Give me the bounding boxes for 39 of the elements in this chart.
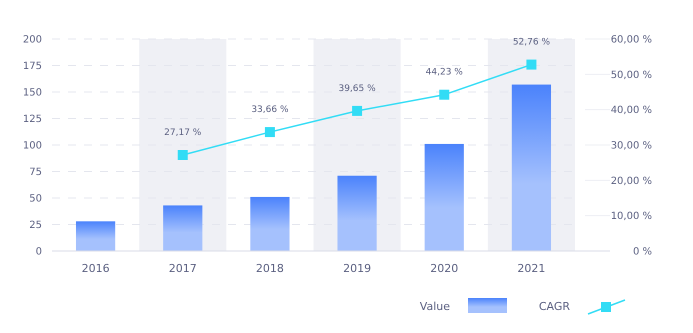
y-tick-label: 200 xyxy=(22,34,42,46)
x-tick-label: 2021 xyxy=(517,262,546,275)
data-label: 44,23 % xyxy=(426,68,464,78)
legend-label: Value xyxy=(420,300,450,313)
bar xyxy=(163,205,202,251)
point xyxy=(439,90,450,100)
data-label: 52,76 % xyxy=(512,38,550,48)
x-tick-label: 2016 xyxy=(82,262,110,275)
y-tick-label: 150 xyxy=(22,88,42,98)
y2-tick-label: 10,00 % xyxy=(610,211,652,222)
point xyxy=(526,60,536,70)
y2-tick-label: 30,00 % xyxy=(610,140,652,152)
y2-tick-label: 40,00 % xyxy=(610,105,652,116)
point xyxy=(264,127,275,138)
bar xyxy=(76,221,116,251)
y2-tick-label: 20,00 % xyxy=(610,176,652,187)
y-tick-label: 25 xyxy=(29,220,42,231)
point xyxy=(178,150,188,160)
bar xyxy=(337,176,377,251)
y-tick-label: 75 xyxy=(29,167,42,178)
x-tick-label: 2018 xyxy=(256,262,284,275)
legend-label: CAGR xyxy=(538,300,570,313)
y2-tick-label: 0 % xyxy=(632,246,652,258)
data-label: 39,65 % xyxy=(338,84,376,94)
data-label: 27,17 % xyxy=(164,128,202,138)
point xyxy=(352,106,362,116)
x-tick-label: 2020 xyxy=(430,262,458,275)
data-label: 33,66 % xyxy=(251,105,289,116)
y2-tick-label: 50,00 % xyxy=(610,70,652,81)
y-tick-label: 125 xyxy=(22,114,42,125)
bar xyxy=(250,196,290,251)
y-tick-label: 0 xyxy=(36,246,42,258)
y-tick-label: 175 xyxy=(22,61,42,72)
x-tick-label: 2017 xyxy=(168,262,197,275)
x-tick-label: 2019 xyxy=(343,262,372,275)
y2-tick-label: 60,00 % xyxy=(610,34,652,46)
y-tick-label: 50 xyxy=(29,194,42,204)
y-tick-label: 100 xyxy=(22,140,42,152)
bar xyxy=(424,144,464,251)
